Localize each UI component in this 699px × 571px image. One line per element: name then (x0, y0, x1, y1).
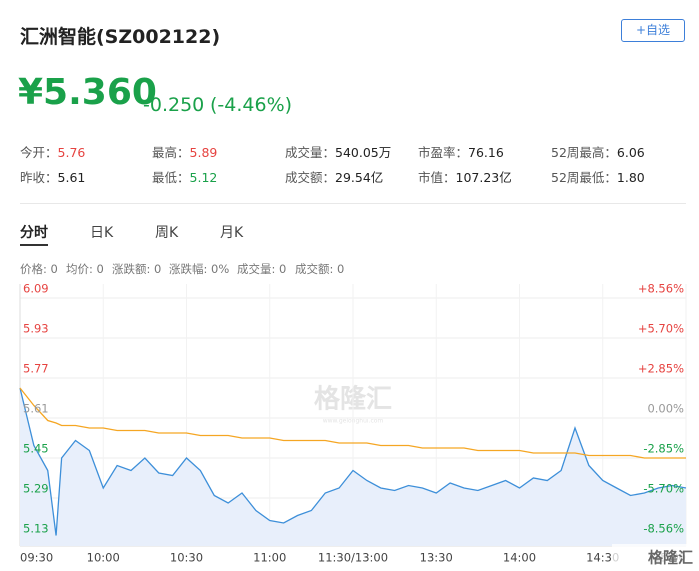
change: -0.250 (143, 94, 205, 116)
stat: 最高：5.89 (152, 142, 217, 161)
stat-value: 29.54亿 (335, 170, 384, 185)
stat: 市盈率：76.16 (418, 142, 504, 161)
tab[interactable]: 月K (220, 225, 244, 241)
stat-label: 昨收： (20, 170, 58, 185)
stat-label: 今开： (20, 145, 58, 160)
stat-label: 市值： (418, 170, 456, 185)
info-item: 成交量: 0 (237, 261, 286, 277)
stat-value: 5.89 (189, 145, 218, 160)
price: ¥5.360 (18, 72, 157, 113)
stat-label: 成交量： (285, 145, 336, 160)
price-area (20, 388, 686, 546)
stat-label: 52周最低： (551, 170, 617, 185)
info-value: 0 (50, 262, 58, 276)
tab[interactable]: 周K (155, 225, 179, 241)
stat: 市值：107.23亿 (418, 167, 512, 186)
info-label: 均价: (66, 262, 93, 276)
info-value: 0% (211, 262, 230, 276)
x-tick-label: 13:30 (420, 551, 453, 565)
x-tick-label: 10:00 (87, 551, 120, 565)
info-label: 涨跌额: (112, 262, 151, 276)
title: 汇洲智能(SZ002122) (20, 26, 221, 48)
stat-value: 5.12 (189, 170, 218, 185)
logo: 格隆汇 (648, 549, 693, 567)
stat-value: 107.23亿 (455, 170, 512, 185)
y-tick-label: 5.93 (23, 322, 49, 336)
y2-tick-label: +8.56% (638, 282, 684, 296)
x-tick-label: 11:30/13:00 (318, 551, 388, 565)
info-label: 成交额: (295, 262, 334, 276)
info-value: 0 (279, 262, 287, 276)
tab[interactable]: 日K (90, 225, 114, 241)
stat-value: 6.06 (616, 145, 645, 160)
x-tick-label: 14:00 (503, 551, 536, 565)
y2-tick-label: -8.56% (643, 522, 684, 536)
info-label: 成交量: (237, 262, 276, 276)
stat: 最低：5.12 (152, 167, 217, 186)
x-tick-label: 10:30 (170, 551, 203, 565)
add-watchlist-button[interactable]: +自选 (621, 19, 685, 42)
tab[interactable]: 分时 (20, 225, 48, 241)
stat-value: 540.05万 (335, 145, 392, 160)
stat-value: 76.16 (468, 145, 504, 160)
y2-tick-label: -2.85% (643, 441, 684, 455)
info-item: 涨跌幅: 0% (169, 261, 229, 277)
info-item: 成交额: 0 (295, 261, 344, 277)
stat: 成交量：540.05万 (285, 142, 391, 161)
price-line (19, 387, 687, 536)
x-tick-label: 11:00 (253, 551, 286, 565)
info-value: 0 (96, 262, 104, 276)
info-value: 0 (337, 262, 345, 276)
stat-label: 成交额： (285, 170, 336, 185)
y2-tick-label: +2.85% (638, 362, 684, 376)
separator (20, 203, 686, 204)
stat: 昨收：5.61 (20, 167, 85, 186)
info-label: 涨跌幅: (169, 262, 208, 276)
stat-label: 最高： (152, 145, 190, 160)
change-pct: (-4.46%) (210, 94, 293, 116)
stat-label: 52周最高： (551, 145, 617, 160)
y-tick-label: 5.61 (23, 402, 49, 416)
x-tick-label: 14:30 (586, 551, 619, 565)
y-tick-label: 5.77 (23, 362, 49, 376)
stat: 成交额：29.54亿 (285, 167, 383, 186)
y-tick-label: 5.29 (23, 482, 49, 496)
stat: 52周最低：1.80 (551, 167, 645, 186)
info-item: 均价: 0 (66, 261, 104, 277)
tab-underline (20, 244, 48, 246)
info-item: 价格: 0 (20, 261, 58, 277)
y2-tick-label: -5.70% (643, 481, 684, 495)
stat: 今开：5.76 (20, 142, 85, 161)
x-tick-label: 09:30 (20, 551, 53, 565)
logo-bg (612, 544, 699, 571)
y2-tick-label: 0.00% (647, 402, 684, 416)
stat-value: 5.76 (57, 145, 86, 160)
info-value: 0 (154, 262, 162, 276)
stat-value: 1.80 (616, 170, 645, 185)
y-tick-label: 5.45 (23, 442, 49, 456)
y2-tick-label: +5.70% (638, 322, 684, 336)
y-tick-label: 6.09 (23, 282, 49, 296)
stat-label: 市盈率： (418, 145, 469, 160)
average-line (19, 387, 686, 459)
y-tick-label: 5.13 (23, 522, 49, 536)
info-label: 价格: (20, 262, 47, 276)
info-item: 涨跌额: 0 (112, 261, 161, 277)
stat-value: 5.61 (57, 170, 86, 185)
stat: 52周最高：6.06 (551, 142, 645, 161)
stat-label: 最低： (152, 170, 190, 185)
